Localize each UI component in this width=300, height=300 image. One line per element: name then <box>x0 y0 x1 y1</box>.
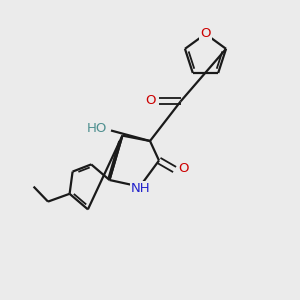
Text: NH: NH <box>130 182 150 195</box>
Text: O: O <box>201 27 211 40</box>
Text: O: O <box>178 161 189 175</box>
Text: O: O <box>145 94 156 107</box>
Text: HO: HO <box>87 122 107 135</box>
